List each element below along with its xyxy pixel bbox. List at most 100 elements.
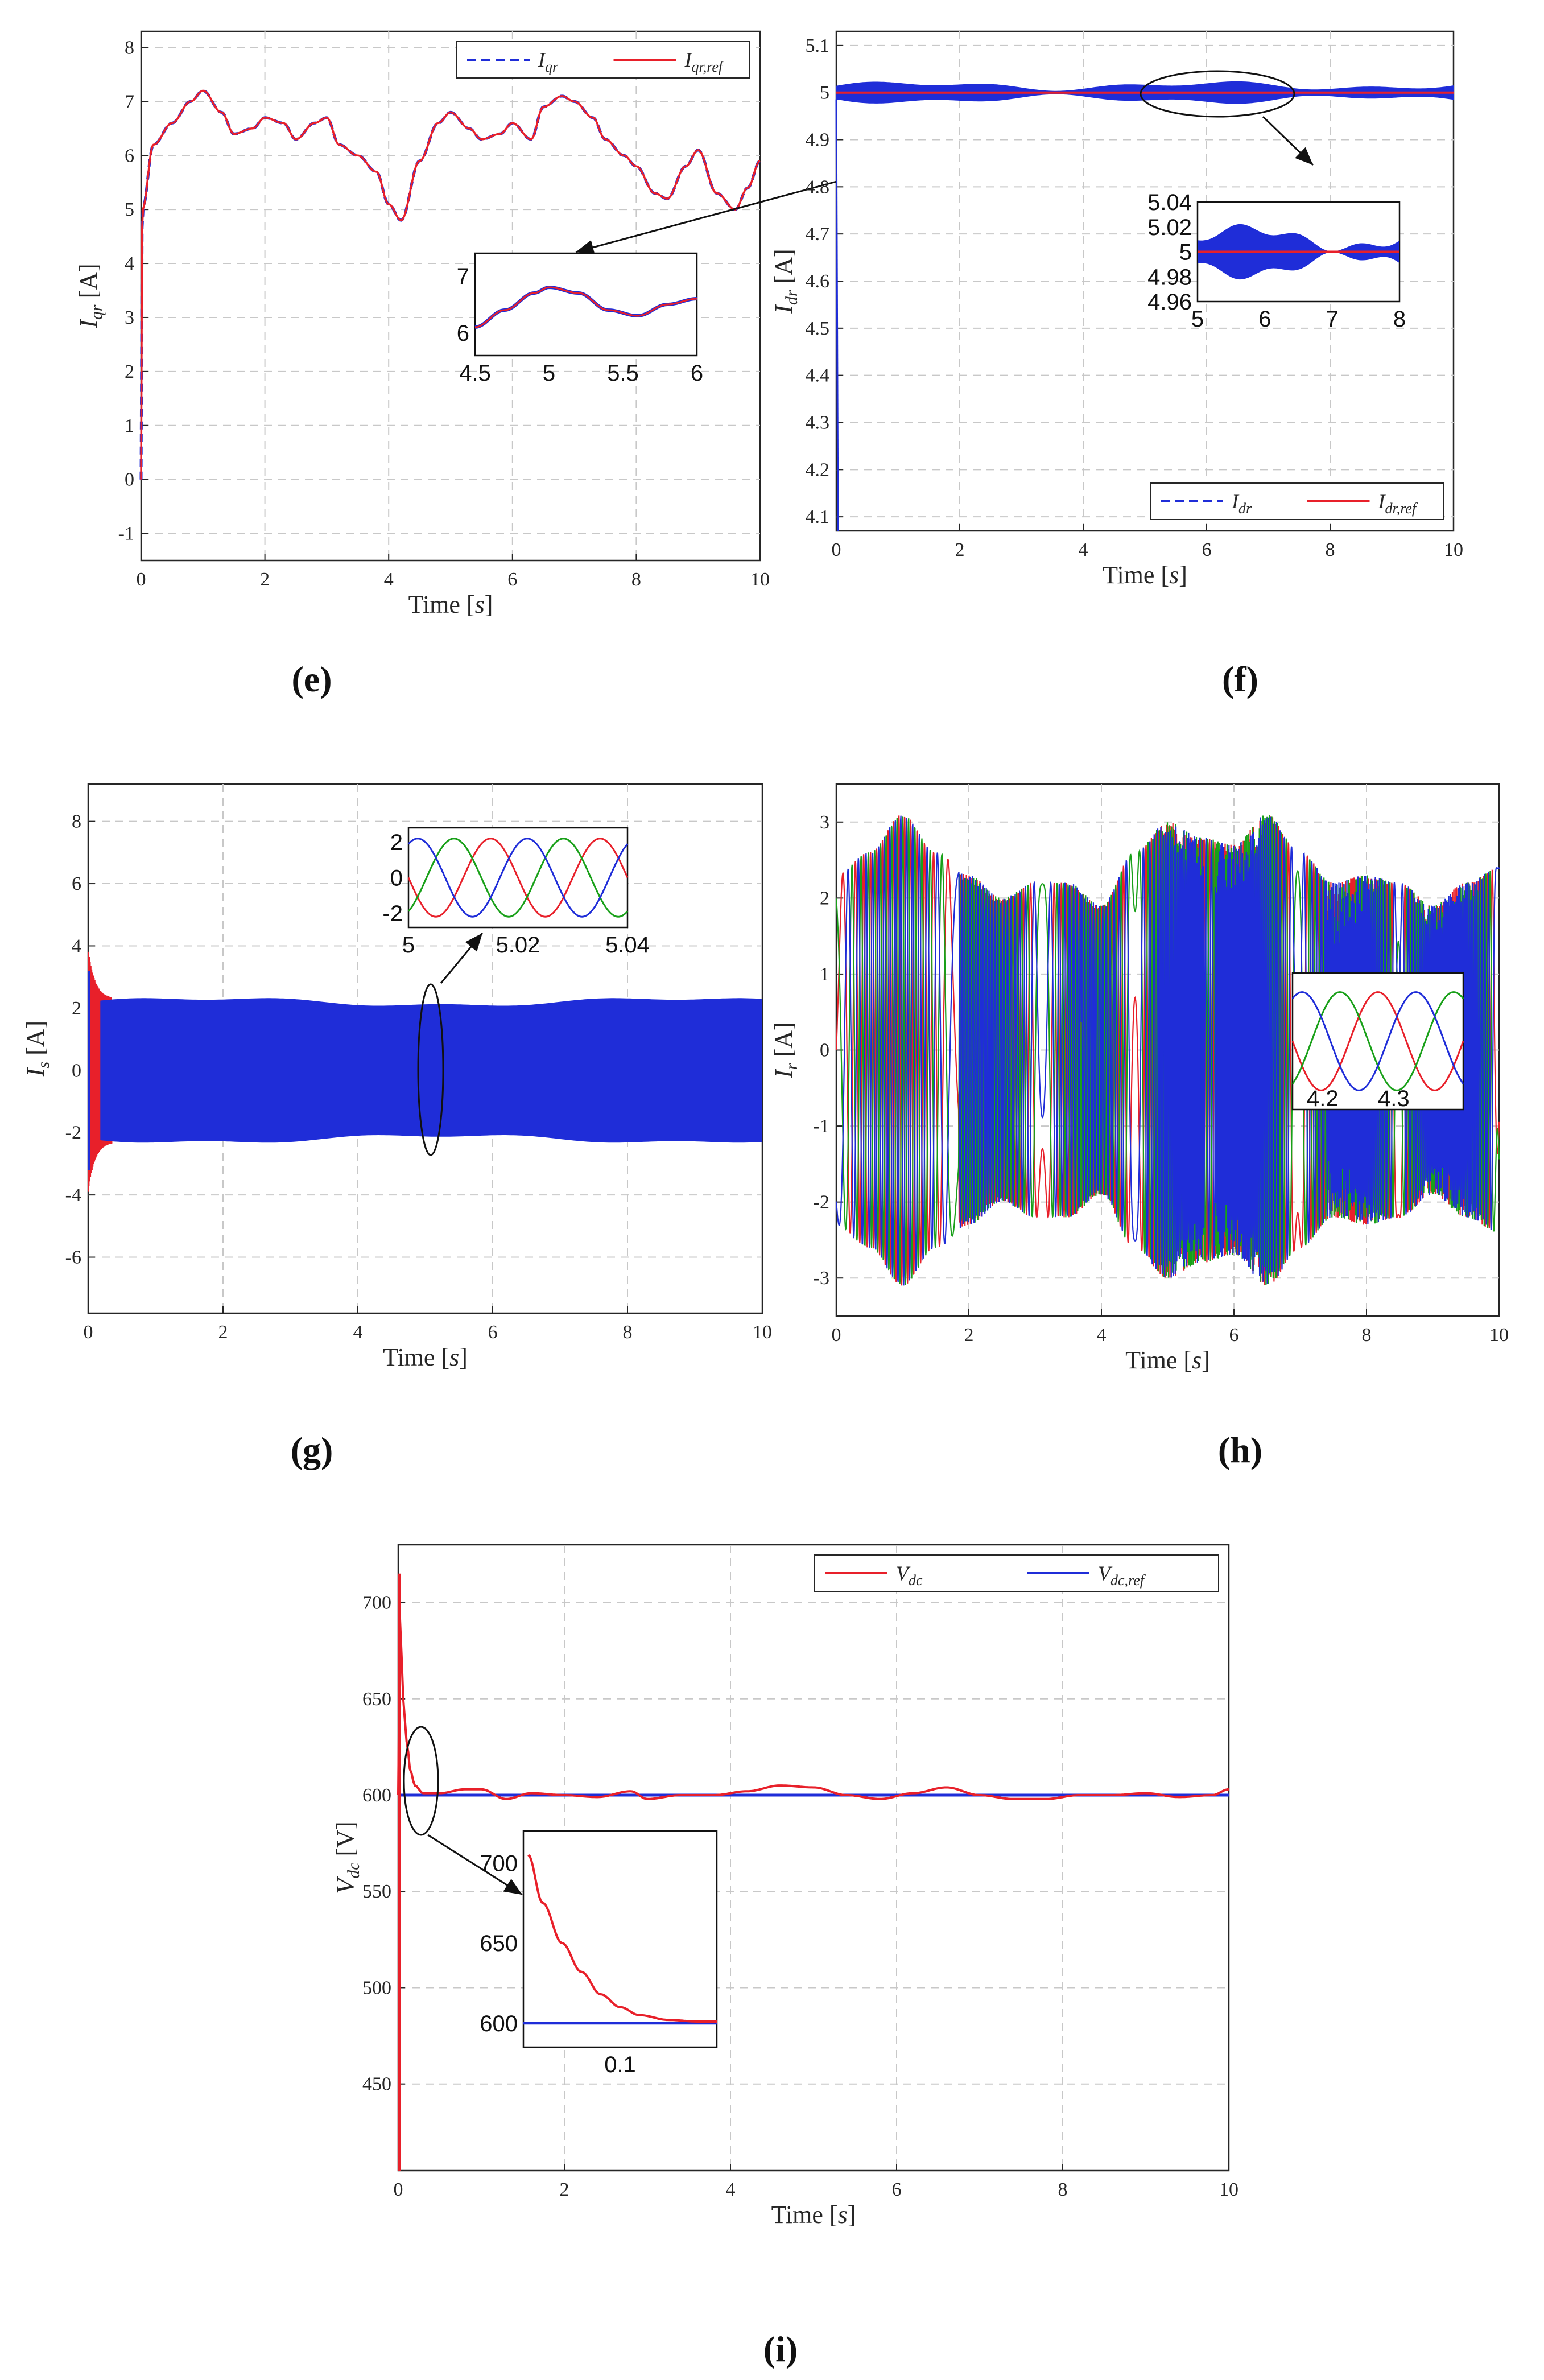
inset-x-tick: 5 (1191, 307, 1204, 332)
series-transient-I_s,a (88, 951, 113, 1192)
y-tick-label: 8 (72, 811, 81, 832)
x-tick-label: 6 (488, 1322, 498, 1343)
x-tick-label: 10 (750, 569, 770, 590)
y-tick-label: 2 (820, 888, 829, 909)
panel-label: (e) (291, 659, 332, 699)
y-tick-label: 4.3 (806, 412, 830, 433)
inset-x-tick: 5 (402, 933, 415, 958)
x-tick-label: 6 (1229, 1325, 1239, 1346)
series-line-I_r,c (835, 815, 1500, 1286)
panel-label: (h) (1218, 1430, 1262, 1470)
zoom-arrow-head (576, 240, 595, 255)
x-tick-label: 8 (631, 569, 641, 590)
y-axis-label: Iqr [A] (75, 263, 106, 328)
x-tick-label: 2 (560, 2179, 569, 2200)
x-tick-label: 8 (1326, 539, 1335, 560)
legend-entry: Idr,ref (1378, 490, 1418, 517)
inset-x-tick: 6 (691, 361, 703, 386)
inset-y-tick: 5 (1179, 240, 1192, 265)
y-axis-label: Vdc [V] (332, 1821, 363, 1894)
plot-area (397, 1544, 1230, 2172)
x-tick-label: 8 (1058, 2179, 1068, 2200)
inset-y-tick: -2 (382, 901, 403, 926)
series-band-I_s,c (100, 998, 762, 1143)
zoom-ellipse (1140, 70, 1295, 118)
inset-y-tick: 7 (457, 264, 469, 289)
y-tick-label: 0 (125, 469, 134, 490)
y-tick-label: 1 (125, 415, 134, 436)
inset-y-tick: 650 (480, 1931, 518, 1956)
y-tick-label: 4.1 (806, 506, 830, 527)
inset-y-tick: 700 (480, 1851, 518, 1876)
inset-g: 5 5.02 5.04 -2 0 2 (382, 827, 650, 958)
x-tick-label: 4 (384, 569, 394, 590)
y-tick-label: -4 (65, 1185, 81, 1206)
series-line-V_dc (397, 1618, 1229, 1800)
panel-g: 0 2 4 6 8 10 -6 -4 -2 0 2 4 6 8 Time [s] Is [A] (22, 783, 772, 1371)
y-tick-label: 450 (362, 2074, 391, 2095)
zoom-ellipse (417, 983, 444, 1156)
series-group (139, 89, 761, 480)
inset-y-tick: 5.04 (1147, 190, 1192, 215)
inset-x-tick: 5.5 (607, 361, 639, 386)
y-tick-label: 4 (72, 935, 81, 956)
x-tick-label: 2 (964, 1325, 974, 1346)
y-tick-label: 4.5 (806, 318, 830, 339)
x-tick-label: 10 (753, 1322, 772, 1343)
panel-f: 0 2 4 6 8 10 4.1 4.2 4.3 4.4 4.5 4.6 4.7 4.8 4.9 5 5.1 Ti… (770, 30, 1463, 589)
y-tick-label: 2 (72, 998, 81, 1019)
legend-box (1150, 482, 1444, 520)
inset-y-tick: 4.96 (1147, 290, 1192, 315)
x-tick-label: 8 (1362, 1325, 1372, 1346)
x-tick-label: 0 (832, 539, 841, 560)
y-axis-label: Idr [A] (770, 249, 801, 314)
y-tick-label: 4.4 (806, 365, 830, 386)
legend-entry: Iqr (538, 48, 559, 75)
series-start (835, 99, 839, 531)
series-group (397, 1573, 1229, 2171)
y-tick-label: 4.8 (806, 176, 830, 197)
y-axis-label: Ir [A] (770, 1022, 801, 1078)
x-tick-label: 6 (507, 569, 517, 590)
x-tick-label: 10 (1444, 539, 1463, 560)
y-tick-label: 4.6 (806, 271, 830, 292)
panel-label: (f) (1222, 659, 1258, 699)
y-tick-label: -1 (118, 523, 134, 545)
y-tick-label: 6 (72, 873, 81, 894)
series-group (88, 951, 762, 1192)
inset-series-I_r,a (1291, 991, 1464, 1091)
x-tick-label: 4 (1097, 1325, 1107, 1346)
legend: Iqr Iqr,ref (456, 41, 750, 79)
x-axis-label: Time [s] (383, 1343, 468, 1371)
panel-i: 0 2 4 6 8 10 450 500 550 600 650 700 Time [s] Vdc [V]… (332, 1544, 1238, 2229)
inset-series-I_s,a (407, 838, 629, 918)
y-tick-label: 550 (362, 1881, 391, 1902)
inset-x-tick: 4.3 (1378, 1086, 1410, 1111)
inset-x-tick: 7 (1326, 307, 1339, 332)
zoom-arrow-head (503, 1879, 522, 1895)
inset-y-tick: 0 (390, 866, 403, 891)
x-tick-label: 0 (394, 2179, 403, 2200)
series-group (835, 81, 1454, 531)
inset-e: 4.5 5 5.5 6 6 7 (457, 252, 703, 386)
grid-lines (141, 31, 760, 560)
zoom-annotation (1140, 70, 1314, 166)
inset-x-tick: 0.1 (604, 2052, 636, 2077)
legend-entry: Idr (1231, 490, 1252, 517)
y-tick-label: -1 (814, 1116, 829, 1137)
inset-y-tick: 2 (390, 830, 403, 855)
panel-label: (i) (763, 2329, 798, 2369)
inset-x-tick: 5 (543, 361, 555, 386)
zoom-arrow-line (427, 1834, 523, 1896)
y-tick-label: 5 (125, 199, 134, 220)
inset-frame (522, 1830, 718, 2048)
y-tick-label: 4.2 (806, 459, 830, 480)
x-tick-label: 0 (84, 1322, 93, 1343)
y-tick-label: 8 (125, 37, 134, 58)
y-tick-label: 500 (362, 1977, 391, 1998)
y-tick-label: 650 (362, 1689, 391, 1710)
x-tick-label: 0 (832, 1325, 841, 1346)
x-tick-label: 2 (218, 1322, 228, 1343)
inset-x-tick: 4.5 (459, 361, 491, 386)
